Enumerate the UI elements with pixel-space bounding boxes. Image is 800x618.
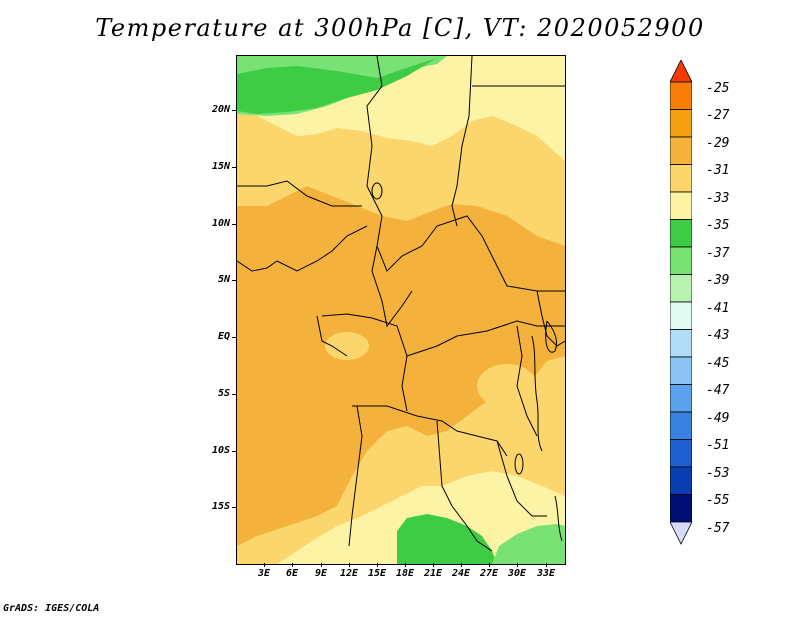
colorbar-segment [670,329,692,358]
colorbar-segment [670,219,692,248]
lat-label: 10S [211,445,230,456]
tick [349,563,350,567]
colorbar-segment [670,384,692,413]
colorbar-label: -27 [706,108,730,123]
field-band-light-green-south [492,524,565,564]
lon-label: 9E [314,568,328,579]
colorbar-label: -43 [706,328,730,343]
colorbar-label: -57 [706,521,730,536]
lon-label: 3E [257,568,271,579]
colorbar-segment [670,246,692,275]
lon-label: 21E [423,568,443,579]
lat-label: EQ [217,331,230,342]
field-patch [325,332,369,360]
tick [232,337,236,338]
tick [461,563,462,567]
tick [377,563,378,567]
colorbar-label: -51 [706,438,730,453]
tick [546,563,547,567]
field-band-green-north [237,58,437,114]
colorbar-label: -33 [706,191,730,206]
colorbar-label: -31 [706,163,730,178]
colorbar-segment [670,274,692,303]
colorbar-label: -39 [706,273,730,288]
colorbar-arrow-bottom [670,521,692,545]
lon-label: 30E [507,568,527,579]
tick [321,563,322,567]
tick [264,563,265,567]
credit-text: GrADS: IGES/COLA [3,603,100,614]
colorbar-label: -53 [706,466,730,481]
tick [232,451,236,452]
colorbar-arrow-top [670,60,692,83]
tick [405,563,406,567]
lon-label: 24E [451,568,471,579]
tick [292,563,293,567]
tick [489,563,490,567]
tick [232,394,236,395]
map-panel [236,55,566,565]
colorbar-label: -25 [706,81,730,96]
tick [232,167,236,168]
colorbar-segment [670,439,692,468]
lon-label: 27E [479,568,499,579]
colorbar-segment [670,109,692,138]
lat-label: 15S [211,501,230,512]
tick [232,110,236,111]
lon-label: 15E [367,568,387,579]
lat-label: 15N [211,161,230,172]
colorbar [670,60,692,545]
field-patch [477,364,537,408]
lat-label: 5N [217,274,230,285]
lon-label: 12E [339,568,359,579]
colorbar-segment [670,301,692,330]
temperature-field [237,56,565,564]
lon-label: 33E [536,568,556,579]
tick [232,507,236,508]
colorbar-segment [670,191,692,220]
colorbar-segment [670,356,692,385]
lat-label: 5S [217,388,230,399]
tick [517,563,518,567]
colorbar-label: -47 [706,383,730,398]
colorbar-segment [670,466,692,495]
field-band-green-south [397,514,497,564]
colorbar-label: -55 [706,493,730,508]
colorbar-segment [670,411,692,440]
lakes [371,182,563,542]
colorbar-segment [670,81,692,110]
lat-label: 20N [211,104,230,115]
colorbar-label: -41 [706,301,730,316]
tick [433,563,434,567]
lat-label: 10N [211,218,230,229]
colorbar-label: -35 [706,218,730,233]
country-borders [237,56,565,552]
lon-label: 18E [395,568,415,579]
colorbar-label: -45 [706,356,730,371]
tick [232,224,236,225]
lon-label: 6E [285,568,299,579]
colorbar-label: -37 [706,246,730,261]
map-title: Temperature at 300hPa [C], VT: 202005290… [95,14,705,42]
colorbar-label: -29 [706,136,730,151]
colorbar-segment [670,136,692,165]
colorbar-label: -49 [706,411,730,426]
colorbar-segment [670,164,692,193]
tick [232,280,236,281]
colorbar-segment [670,494,692,523]
